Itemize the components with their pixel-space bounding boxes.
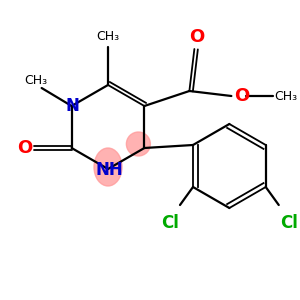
Text: O: O: [234, 87, 249, 105]
Text: O: O: [189, 28, 204, 46]
Text: Cl: Cl: [161, 214, 179, 232]
Text: O: O: [17, 139, 32, 157]
Text: CH₃: CH₃: [24, 74, 47, 86]
Text: N: N: [66, 97, 80, 115]
Text: CH₃: CH₃: [274, 89, 297, 103]
Text: NH: NH: [95, 161, 123, 179]
Text: Cl: Cl: [280, 214, 298, 232]
Text: CH₃: CH₃: [96, 31, 120, 44]
Ellipse shape: [94, 148, 122, 186]
Ellipse shape: [126, 132, 150, 156]
